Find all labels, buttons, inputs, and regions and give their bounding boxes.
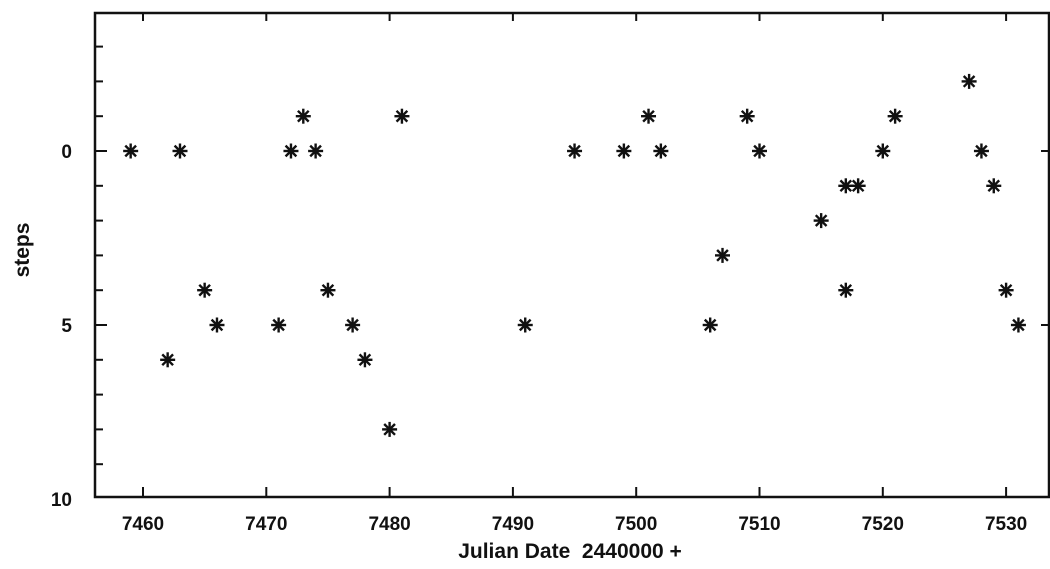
data-point [752, 143, 767, 159]
data-point [702, 317, 718, 333]
data-point [813, 213, 829, 229]
data-point [197, 282, 213, 298]
data-point [739, 108, 755, 124]
x-tick-label: 7520 [862, 514, 904, 535]
x-tick-label: 7480 [368, 514, 410, 535]
data-point [209, 317, 225, 333]
data-point [567, 143, 583, 159]
data-point [295, 108, 311, 124]
x-tick-label: 7500 [615, 514, 657, 535]
data-point [382, 421, 398, 437]
y-tick-label: 10 [51, 490, 72, 511]
y-axis-label: steps [11, 223, 34, 278]
data-point [1010, 317, 1026, 333]
x-tick-label: 7490 [492, 514, 534, 535]
x-tick-label: 7470 [245, 514, 287, 535]
plot-frame-group [93, 11, 1050, 499]
data-point [160, 352, 176, 368]
data-point [517, 317, 533, 333]
data-point [850, 178, 866, 194]
data-point [271, 317, 287, 333]
x-tick-label: 7530 [985, 514, 1027, 535]
data-point [986, 178, 1002, 194]
y-axis-ticks: 0 5 10 [51, 45, 1049, 511]
data-point [283, 143, 299, 159]
data-point [123, 143, 139, 159]
data-point [887, 108, 903, 124]
y-tick-label: 5 [61, 316, 72, 337]
plot-frame [93, 11, 1050, 499]
y-tick-label: 0 [61, 142, 72, 163]
data-point [345, 317, 361, 333]
x-tick-label: 7510 [738, 514, 780, 535]
data-points [123, 73, 1026, 437]
data-point [838, 178, 854, 194]
data-point [357, 352, 373, 368]
data-point [653, 143, 669, 159]
data-point [998, 282, 1014, 298]
x-axis-label: Julian Date 2440000 + [458, 540, 682, 563]
data-point [394, 108, 410, 124]
data-point [875, 143, 891, 159]
data-point [973, 143, 989, 159]
x-axis-ticks: 7460 7470 7480 7490 7500 7510 7520 7530 [122, 13, 1027, 535]
data-point [641, 108, 657, 124]
x-tick-label: 7460 [122, 514, 164, 535]
data-point [308, 143, 324, 159]
data-point [961, 73, 977, 89]
data-point [616, 143, 632, 159]
data-point [838, 282, 854, 298]
data-point [715, 247, 731, 263]
data-point [320, 282, 336, 298]
data-point [172, 143, 188, 159]
